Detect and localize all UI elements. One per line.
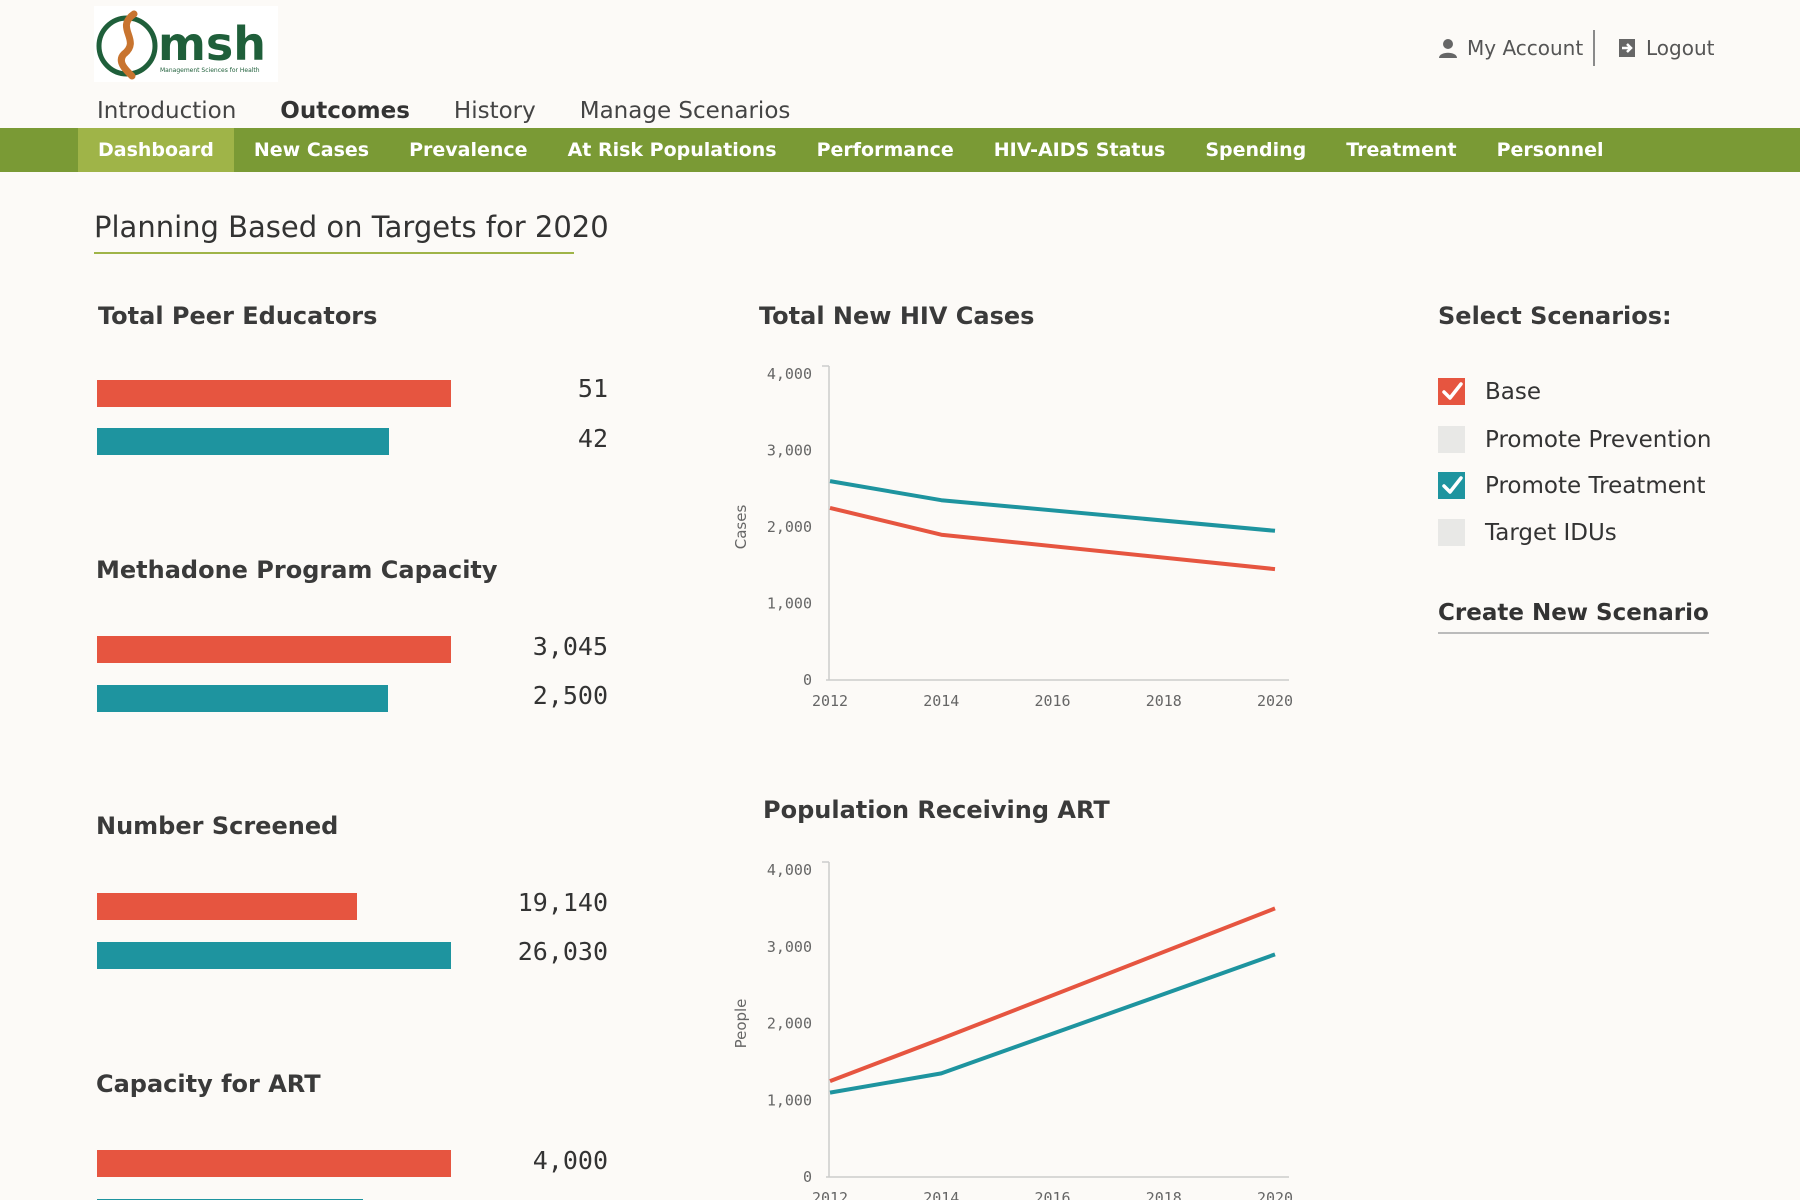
scenario-label: Promote Prevention [1485,426,1712,453]
scenario-checkbox[interactable] [1438,426,1465,453]
msh-logo[interactable]: msh Management Sciences for Health [94,6,278,82]
y-tick-label: 4,000 [767,365,812,383]
series-line [829,906,1276,1083]
y-tick-label: 1,000 [767,595,812,613]
scenario-checkbox[interactable] [1438,472,1465,499]
scenario-item[interactable]: Promote Prevention [1438,426,1711,453]
y-tick-label: 2,000 [767,518,812,536]
tab-dashboard[interactable]: Dashboard [78,128,234,172]
nav-outcomes[interactable]: Outcomes [280,96,410,132]
metric-title: Methadone Program Capacity [96,556,498,584]
y-axis-label: Cases [732,505,750,550]
metric-title: Total Peer Educators [98,302,378,330]
scenario-label: Target IDUs [1485,519,1617,546]
x-tick-label: 2018 [1146,692,1182,710]
logout-label: Logout [1646,36,1715,60]
logout-link[interactable]: Logout [1616,36,1714,60]
metric-value: 51 [577,374,608,403]
tab-at-risk-populations[interactable]: At Risk Populations [567,139,777,161]
series-line [829,479,1276,533]
metric-value: 19,140 [517,888,608,917]
x-tick-label: 2020 [1257,692,1293,710]
scenario-label: Promote Treatment [1485,472,1706,499]
population-receiving-art-chart: 0 1,000 2,000 3,000 4,000 2012 2014 2016 2018 202… [732,861,1293,1200]
create-new-scenario-button[interactable]: Create New Scenario [1438,600,1709,634]
tab-new-cases[interactable]: New Cases [253,139,370,161]
x-tick-label: 2012 [812,692,848,710]
chart-title-new-hiv-cases: Total New HIV Cases [759,302,1035,330]
user-icon [1439,39,1457,58]
select-scenarios-title: Select Scenarios: [1438,302,1672,330]
check-icon [1441,475,1463,494]
scenario-item[interactable]: Promote Treatment [1438,472,1705,499]
series-line [829,952,1276,1095]
metric-value: 3,045 [532,632,608,661]
my-account-label: My Account [1467,36,1584,60]
new-hiv-cases-chart: 0 1,000 2,000 3,000 4,000 2012 2014 2016 2018 202… [732,365,1293,710]
metric-bar [97,428,389,455]
scenario-checkbox[interactable] [1438,378,1465,405]
scenario-item[interactable]: Target IDUs [1438,519,1617,546]
y-axis-label: People [732,999,750,1049]
metric-value: 2,500 [532,681,608,710]
main-nav: Introduction Outcomes History Manage Sce… [97,96,834,132]
x-tick-label: 2020 [1257,1189,1293,1200]
metric-bar [97,942,451,969]
x-tick-label: 2018 [1146,1189,1182,1200]
x-tick-label: 2014 [923,692,959,710]
metric-bar [97,685,388,712]
account-divider [1593,30,1595,66]
logo-text: msh [158,17,266,71]
metric-value: 42 [577,424,608,453]
check-icon [1441,381,1463,400]
logo-tagline: Management Sciences for Health [160,67,260,74]
scenario-checkbox[interactable] [1438,519,1465,546]
msh-logo-graphic: msh Management Sciences for Health [96,10,266,80]
scenario-label: Base [1485,378,1542,405]
metric-bar [97,1150,451,1177]
metric-value: 4,000 [532,1146,608,1175]
tab-personnel[interactable]: Personnel [1496,139,1604,161]
y-tick-label: 0 [803,1168,812,1186]
y-tick-label: 4,000 [767,861,812,879]
x-tick-label: 2016 [1034,1189,1070,1200]
y-tick-label: 3,000 [767,442,812,460]
tab-treatment[interactable]: Treatment [1346,139,1457,161]
tab-spending[interactable]: Spending [1205,139,1307,161]
y-tick-label: 2,000 [767,1015,812,1033]
series-line [829,505,1276,572]
nav-introduction[interactable]: Introduction [97,98,237,124]
metric-title: Capacity for ART [96,1070,321,1098]
page-title: Planning Based on Targets for 2020 [94,210,609,254]
metric-value: 26,030 [517,937,608,966]
tab-performance[interactable]: Performance [816,139,954,161]
y-tick-label: 0 [803,671,812,689]
x-tick-label: 2014 [923,1189,959,1200]
scenario-item[interactable]: Base [1438,378,1541,405]
y-tick-label: 1,000 [767,1091,812,1109]
tab-prevalence[interactable]: Prevalence [409,139,528,161]
metric-title: Number Screened [96,812,339,840]
x-tick-label: 2016 [1034,692,1070,710]
sub-nav: Dashboard New Cases Prevalence At Risk P… [0,128,1800,172]
metric-bar [97,636,451,663]
tab-hiv-aids-status[interactable]: HIV-AIDS Status [993,139,1166,161]
y-tick-label: 3,000 [767,938,812,956]
my-account-link[interactable]: My Account [1437,36,1583,60]
x-tick-label: 2012 [812,1189,848,1200]
metric-bar [97,380,451,407]
nav-manage-scenarios[interactable]: Manage Scenarios [579,98,791,124]
logout-icon [1619,39,1635,57]
chart-title-population-receiving-art: Population Receiving ART [763,796,1110,824]
metric-bar [97,893,357,920]
nav-history[interactable]: History [453,98,536,124]
